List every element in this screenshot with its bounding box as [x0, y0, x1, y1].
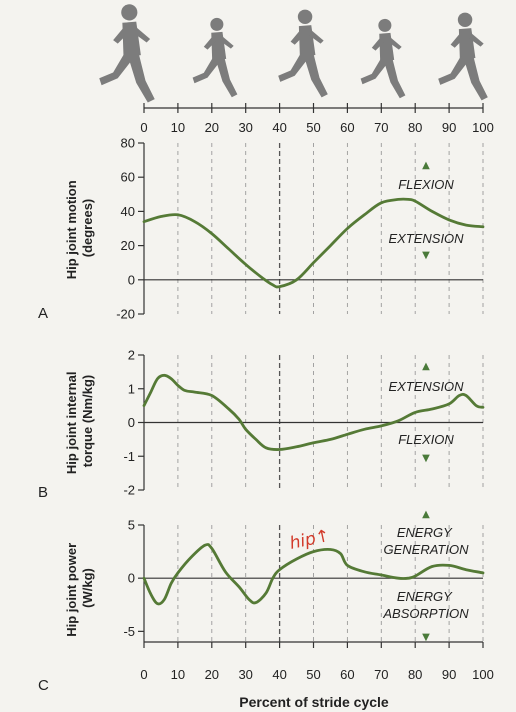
annotation-energy-generation: ENERGY GENERATION [384, 525, 470, 557]
y-tick-label: 20 [121, 238, 135, 253]
annotation-extension: EXTENSION [388, 379, 464, 394]
top-tick-label: 30 [238, 120, 252, 135]
arrow-up-icon: ▲ [422, 509, 430, 520]
runner-icon [360, 18, 406, 99]
top-tick-label: 90 [442, 120, 456, 135]
top-tick-label: 20 [205, 120, 219, 135]
y-tick-label: -2 [123, 483, 135, 498]
y-tick-label: 1 [128, 381, 135, 396]
y-tick-label: 0 [128, 272, 135, 287]
top-tick-label: 40 [272, 120, 286, 135]
y-axis-title-a: Hip joint motion (degrees) [64, 177, 95, 280]
panel-hip-power: 50-50 10 20 30 40 50 60 70 80 90 100 [123, 518, 493, 683]
arrow-down-icon: ▼ [422, 453, 430, 464]
top-tick-label: 50 [306, 120, 320, 135]
runner-icon [99, 4, 155, 103]
y-tick-label: -20 [116, 307, 135, 322]
top-tick-label: 70 [374, 120, 388, 135]
top-tick-label: 60 [340, 120, 354, 135]
series-line [142, 197, 485, 289]
y-tick-label: 60 [121, 170, 135, 185]
x-tick-label: 50 [306, 667, 320, 682]
panel-hip-motion: 80 60 40 20 0 -20 [116, 136, 485, 322]
panel-letter-b: B [38, 484, 48, 501]
series-line [142, 543, 485, 606]
y-axis-title-b: Hip joint internal torque (Nm/kg) [64, 368, 95, 474]
arrow-up-icon: ▲ [422, 361, 430, 372]
runner-icon [278, 9, 328, 98]
top-tick-label: 100 [472, 120, 494, 135]
x-tick-label: 80 [408, 667, 422, 682]
x-tick-label: 30 [238, 667, 252, 682]
x-tick-label: 70 [374, 667, 388, 682]
runner-figures [99, 4, 488, 103]
y-axis-title-c: Hip joint power (W/kg) [64, 539, 95, 637]
y-tick-label: 5 [128, 518, 135, 533]
arrow-up-icon: ▲ [422, 160, 430, 171]
y-tick-label: 0 [128, 571, 135, 586]
x-tick-label: 100 [472, 667, 494, 682]
top-tick-label: 10 [171, 120, 185, 135]
arrow-down-icon: ▼ [422, 632, 430, 643]
annotation-flexion: FLEXION [398, 432, 454, 447]
y-tick-label: 2 [128, 348, 135, 363]
runner-icon [438, 12, 488, 101]
panel-letter-c: C [38, 677, 49, 694]
top-tick-label: 0 [140, 120, 147, 135]
y-tick-label: 0 [128, 415, 135, 430]
top-tick-label: 80 [408, 120, 422, 135]
panel-hip-torque: 2 1 0 -1 -2 [123, 348, 485, 498]
panel-letter-a: A [38, 305, 48, 322]
y-tick-label: -1 [123, 449, 135, 464]
runner-icon [192, 17, 238, 98]
x-tick-label: 40 [272, 667, 286, 682]
top-x-axis: 0 10 20 30 40 50 60 70 80 90 100 [140, 103, 494, 135]
arrow-down-icon: ▼ [422, 250, 430, 261]
x-tick-label: 90 [442, 667, 456, 682]
annotation-extension: EXTENSION [388, 231, 464, 246]
annotation-flexion: FLEXION [398, 177, 454, 192]
x-tick-label: 60 [340, 667, 354, 682]
y-tick-label: 80 [121, 136, 135, 151]
series-line [142, 373, 485, 451]
annotation-energy-absorption: ENERGY ABSORPTION [382, 589, 469, 621]
x-tick-label: 0 [140, 667, 147, 682]
y-tick-label: -5 [123, 624, 135, 639]
x-tick-label: 10 [171, 667, 185, 682]
x-axis-title: Percent of stride cycle [239, 694, 389, 710]
y-tick-label: 40 [121, 204, 135, 219]
x-tick-label: 20 [205, 667, 219, 682]
